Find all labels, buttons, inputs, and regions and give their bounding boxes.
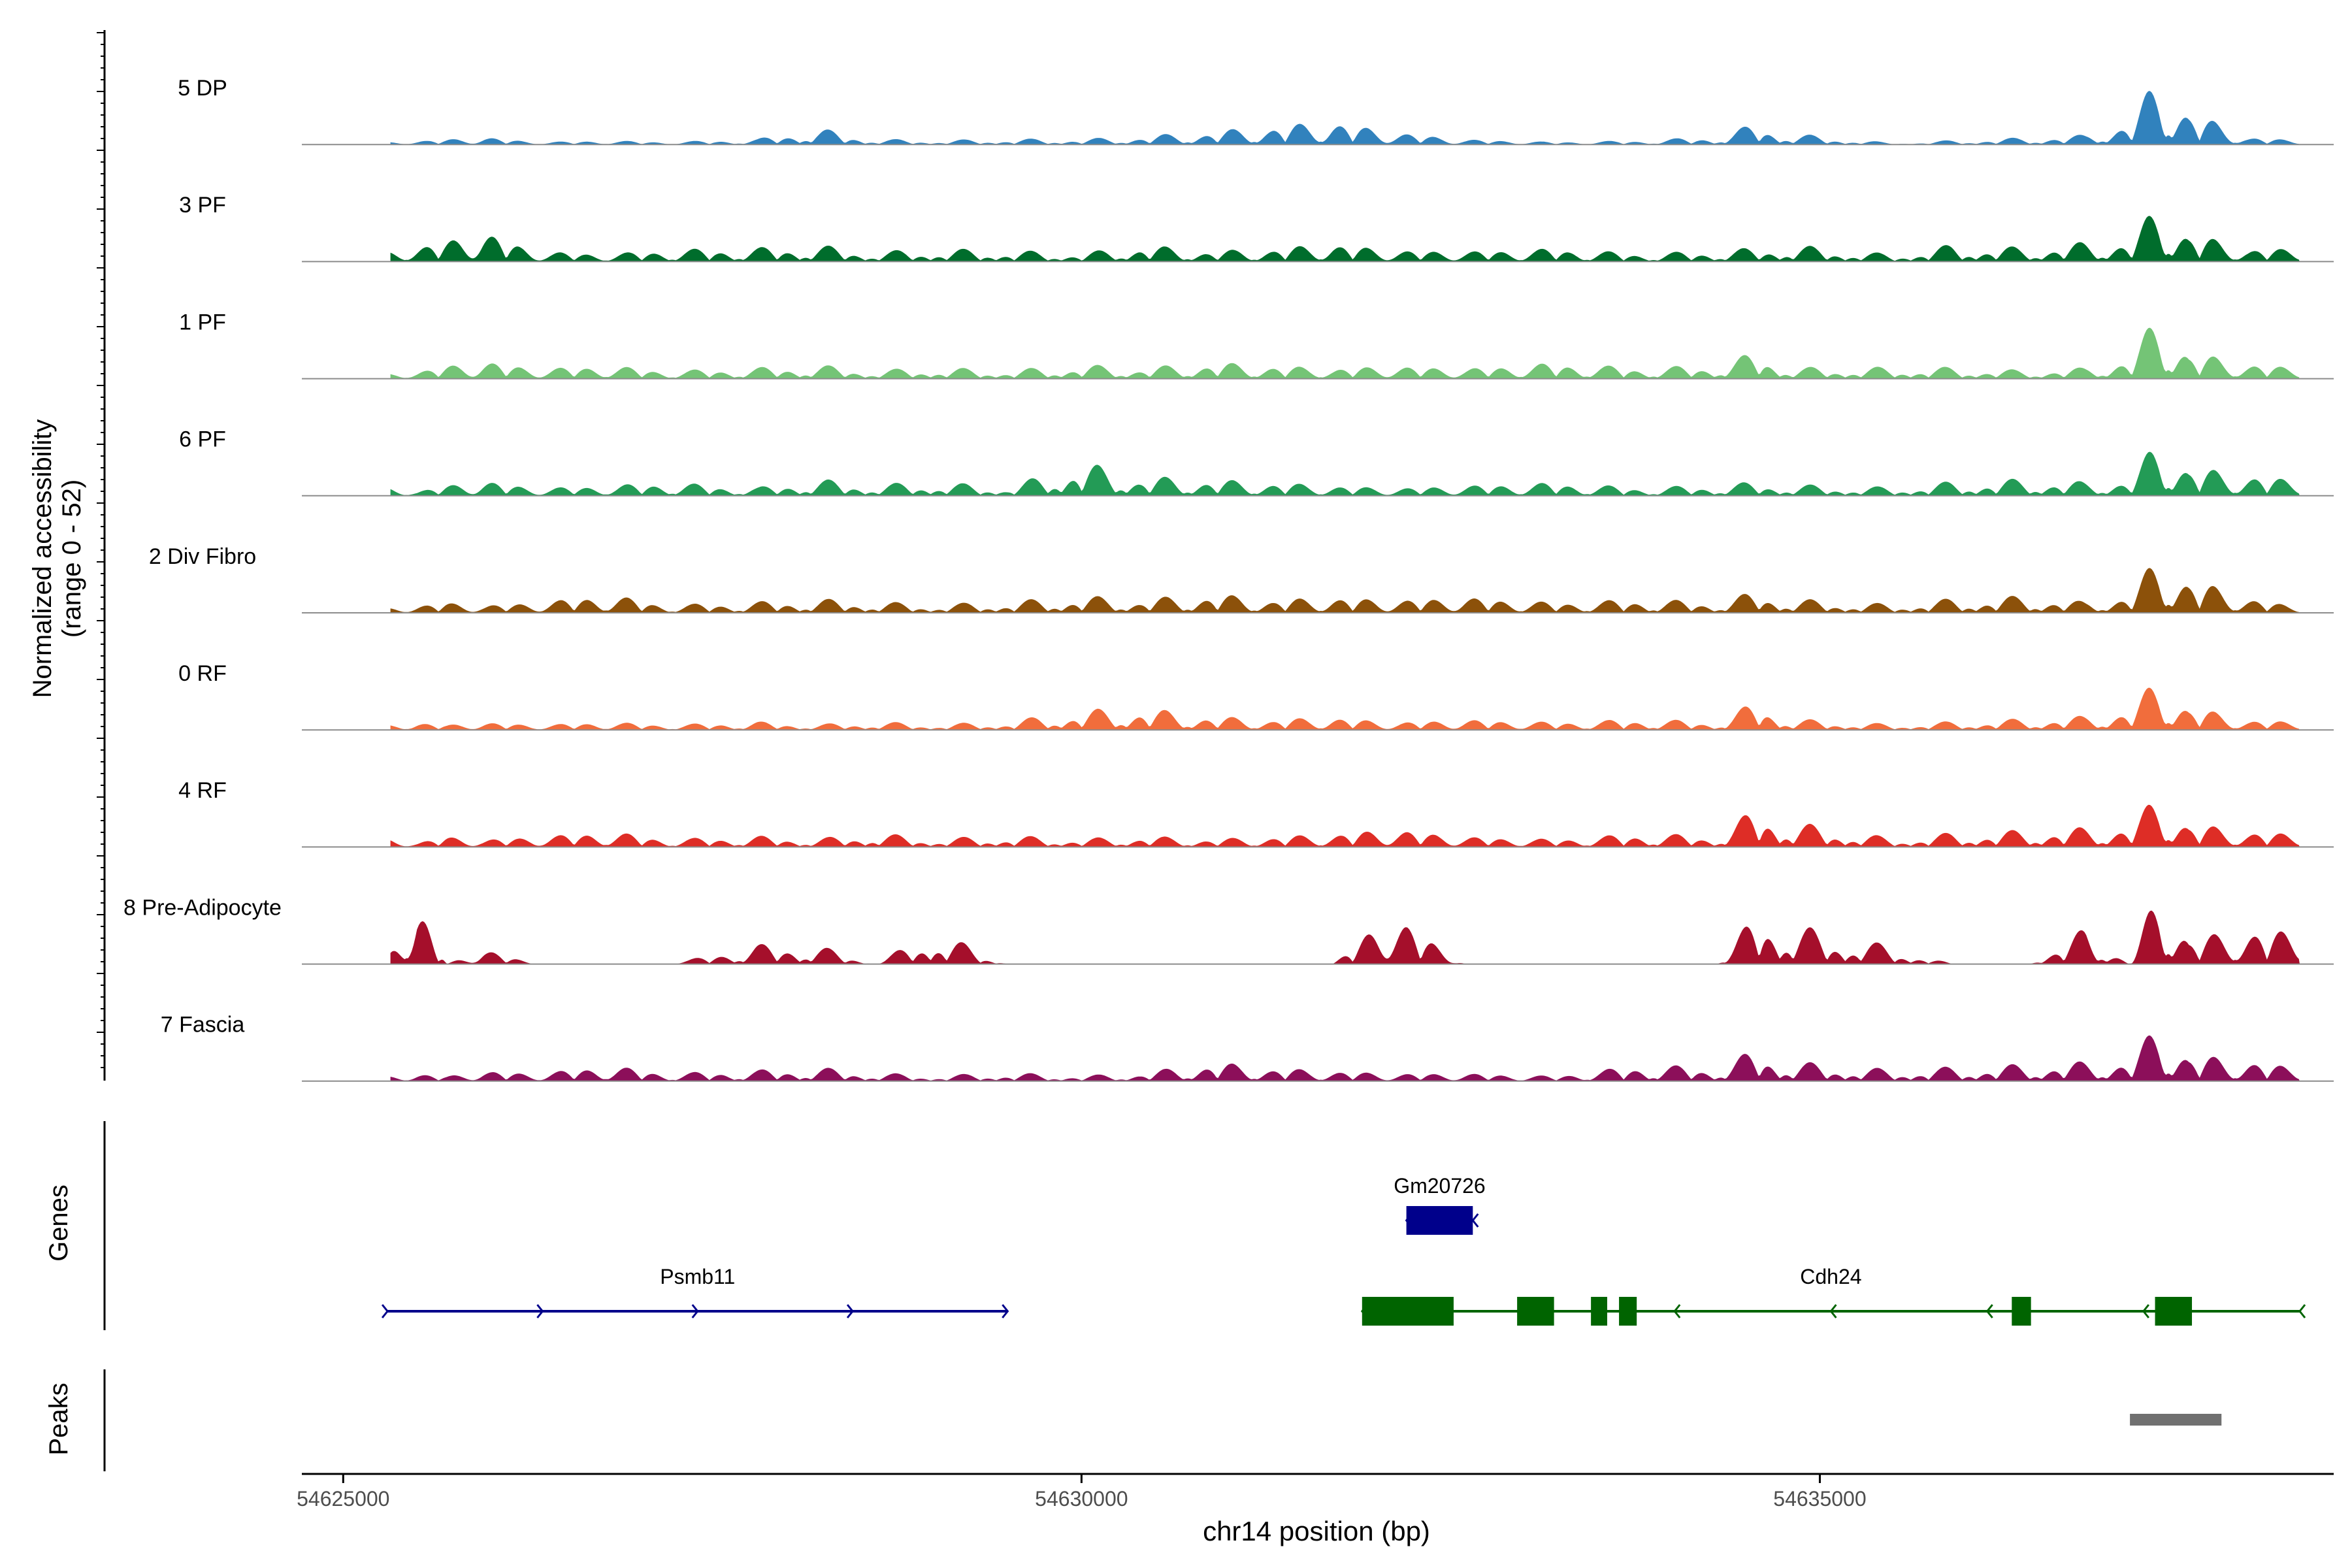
exon-block — [2155, 1297, 2193, 1326]
gene-label: Gm20726 — [1394, 1174, 1486, 1198]
gene-track: Gm20726 Psmb11 Cdh24 — [381, 1174, 2306, 1326]
track-3-pf: 3 PF — [179, 193, 2334, 263]
gene-label: Psmb11 — [660, 1265, 735, 1288]
exon-block — [1362, 1297, 1454, 1326]
coverage-area — [390, 216, 2300, 262]
strand-arrow — [1985, 1304, 1993, 1318]
x-tick-label: 54630000 — [1035, 1487, 1128, 1511]
track-label: 8 Pre-Adipocyte — [123, 895, 282, 920]
strand-arrow — [1829, 1304, 1837, 1318]
coverage-area — [390, 910, 2300, 964]
x-tick-label: 54625000 — [297, 1487, 389, 1511]
strand-arrow — [2298, 1304, 2306, 1318]
x-axis-title: chr14 position (bp) — [1203, 1516, 1430, 1546]
x-tick-label: 54635000 — [1773, 1487, 1866, 1511]
strand-arrow — [691, 1304, 699, 1318]
track-label: 6 PF — [179, 427, 226, 452]
strand-arrow — [1673, 1304, 1681, 1318]
exon-block — [1591, 1297, 1607, 1326]
track-2-div-fibro: 2 Div Fibro — [149, 544, 2334, 613]
track-label: 5 DP — [178, 76, 227, 101]
track-label: 3 PF — [179, 193, 226, 218]
track-0-rf: 0 RF — [178, 661, 2334, 731]
track-8-pre-adipocyte: 8 Pre-Adipocyte — [123, 895, 2334, 965]
gene-label: Cdh24 — [1800, 1265, 1861, 1288]
gene-psmb11: Psmb11 — [381, 1265, 1009, 1318]
exon-block — [1619, 1297, 1637, 1326]
track-label: 2 Div Fibro — [149, 544, 256, 569]
strand-arrow — [381, 1304, 389, 1318]
track-5-dp: 5 DP — [178, 76, 2334, 146]
strand-arrow — [1002, 1304, 1009, 1318]
gene-cdh24: Cdh24 — [1360, 1265, 2306, 1326]
coverage-area — [390, 327, 2300, 379]
coverage-area — [390, 451, 2300, 496]
exon-block — [2012, 1297, 2031, 1326]
coverage-area — [390, 687, 2300, 730]
y-axis-subtitle: (range 0 - 52) — [57, 480, 86, 638]
track-4-rf: 4 RF — [178, 778, 2334, 848]
track-label: 4 RF — [178, 778, 227, 803]
coverage-tracks: 5 DP 3 PF 1 PF 6 PF 2 Div Fibro 0 RF 4 RF 8 Pre… — [123, 76, 2334, 1082]
coverage-area — [390, 568, 2300, 613]
genes-track-label: Genes — [44, 1184, 73, 1262]
peak-track — [2130, 1414, 2222, 1426]
coverage-area — [390, 91, 2300, 145]
track-7-fascia: 7 Fascia — [161, 1013, 2334, 1082]
track-label: 1 PF — [179, 310, 226, 335]
exon-block — [1517, 1297, 1554, 1326]
y-axis-title: Normalized accessibility — [28, 419, 57, 698]
axes: Normalized accessibility (range 0 - 52) … — [28, 30, 2334, 1546]
coverage-area — [390, 804, 2300, 847]
peaks-track-label: Peaks — [44, 1382, 73, 1455]
gene-gm20726: Gm20726 — [1394, 1174, 1486, 1235]
track-1-pf: 1 PF — [179, 310, 2334, 380]
track-label: 0 RF — [178, 661, 227, 686]
exon-block — [1406, 1206, 1473, 1235]
strand-arrow — [846, 1304, 854, 1318]
peak-bar — [2130, 1414, 2222, 1426]
strand-arrow — [1471, 1213, 1479, 1228]
strand-arrow — [2142, 1304, 2149, 1318]
coverage-area — [390, 1035, 2300, 1081]
track-label: 7 Fascia — [161, 1013, 245, 1037]
track-6-pf: 6 PF — [179, 427, 2334, 497]
strand-arrow — [536, 1304, 544, 1318]
